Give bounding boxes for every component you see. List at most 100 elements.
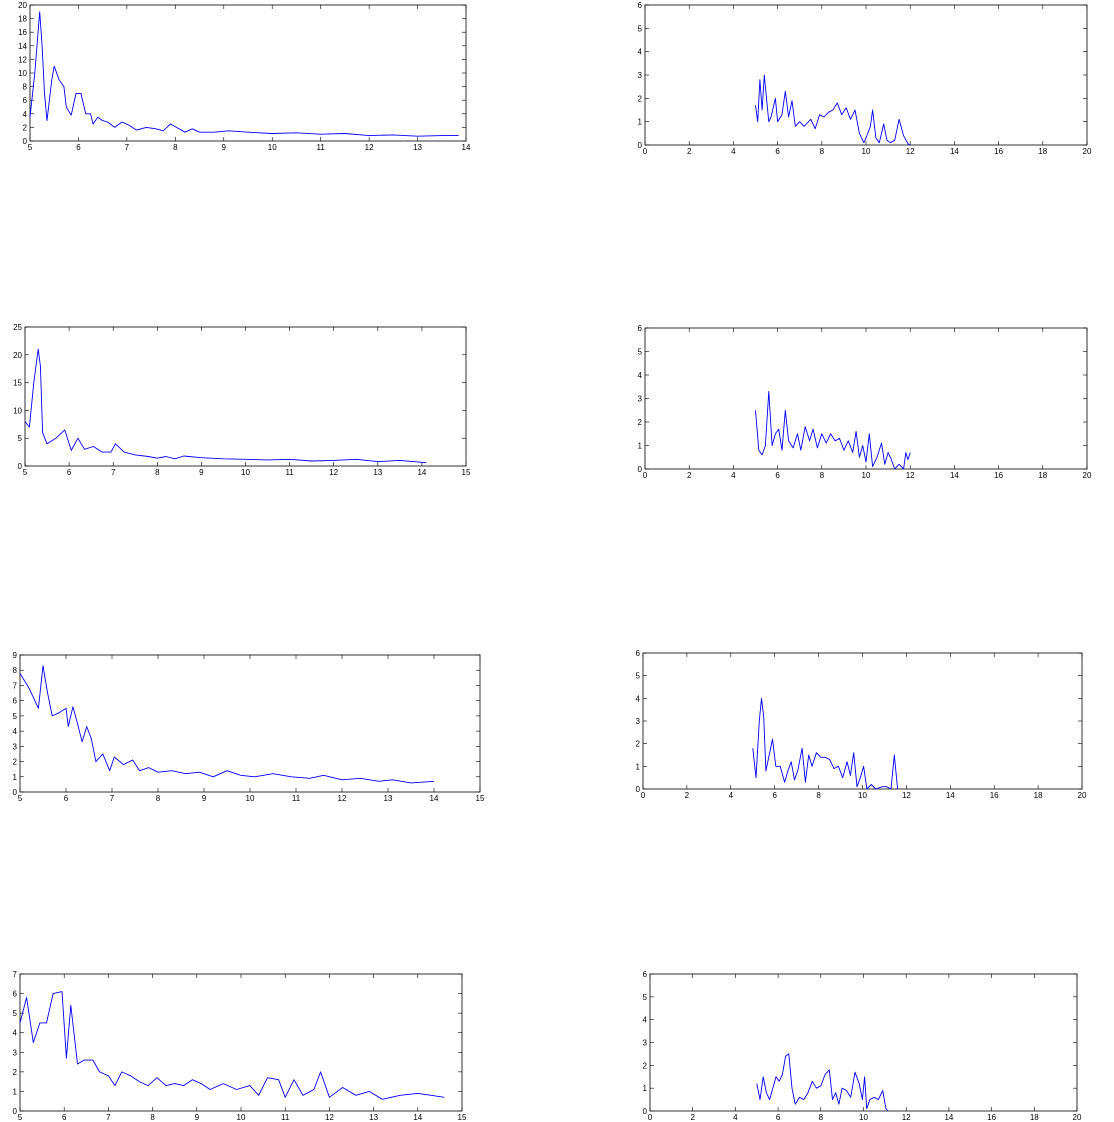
y-tick-label: 6 bbox=[13, 990, 18, 999]
plot-frame bbox=[19, 973, 463, 1112]
x-tick-label: 20 bbox=[1078, 791, 1087, 800]
y-tick-label: 18 bbox=[18, 15, 27, 24]
y-tick-label: 3 bbox=[638, 395, 643, 404]
x-tick-label: 8 bbox=[816, 791, 821, 800]
y-tick-label: 0 bbox=[13, 1107, 18, 1116]
x-tick-label: 5 bbox=[28, 143, 33, 152]
y-tick-label: 2 bbox=[23, 123, 28, 132]
x-tick-label: 10 bbox=[237, 1113, 246, 1122]
y-tick-label: 5 bbox=[13, 712, 18, 721]
x-tick-label: 11 bbox=[285, 468, 294, 477]
y-tick-label: 6 bbox=[636, 649, 641, 658]
y-tick-label: 5 bbox=[18, 434, 23, 443]
plot-frame bbox=[644, 4, 1088, 146]
x-tick-label: 20 bbox=[1083, 471, 1092, 480]
series-line-1 bbox=[24, 348, 427, 464]
y-tick-label: 4 bbox=[638, 48, 643, 57]
x-tick-label: 9 bbox=[202, 794, 207, 803]
x-tick-label: 16 bbox=[990, 791, 999, 800]
y-tick-label: 4 bbox=[23, 110, 28, 119]
x-tick-label: 12 bbox=[906, 147, 915, 156]
y-tick-label: 20 bbox=[18, 1, 27, 10]
x-tick-label: 12 bbox=[325, 1113, 334, 1122]
x-tick-label: 14 bbox=[950, 471, 959, 480]
y-tick-label: 1 bbox=[13, 773, 18, 782]
y-tick-label: 16 bbox=[18, 28, 27, 37]
y-tick-label: 1 bbox=[638, 442, 643, 451]
x-tick-label: 10 bbox=[862, 471, 871, 480]
x-tick-label: 4 bbox=[729, 791, 734, 800]
chart-panel-1: 5 6 7 8 9 10 11 12 13 14 0 2 4 6 8 10 12 14 16 18 20 bbox=[18, 1, 471, 152]
y-tick-label: 2 bbox=[13, 1068, 18, 1077]
x-tick-label: 5 bbox=[18, 794, 23, 803]
x-tick-label: 18 bbox=[1038, 147, 1047, 156]
y-tick-label: 0 bbox=[23, 137, 28, 146]
y-tick-label: 1 bbox=[636, 762, 641, 771]
y-tick-label: 8 bbox=[23, 83, 28, 92]
x-tick-label: 15 bbox=[458, 1113, 467, 1122]
y-tick-label: 6 bbox=[638, 324, 643, 333]
x-tick-label: 11 bbox=[292, 794, 301, 803]
y-tick-label: 7 bbox=[13, 681, 18, 690]
x-tick-label: 10 bbox=[246, 794, 255, 803]
x-tick-label: 11 bbox=[317, 143, 326, 152]
y-tick-label: 0 bbox=[638, 465, 643, 474]
y-tick-label: 9 bbox=[13, 651, 18, 660]
y-tick-label: 0 bbox=[636, 785, 641, 794]
x-tick-label: 15 bbox=[462, 468, 471, 477]
y-tick-label: 3 bbox=[13, 1048, 18, 1057]
y-tick-label: 4 bbox=[636, 694, 641, 703]
x-tick-label: 2 bbox=[687, 147, 692, 156]
x-tick-label: 20 bbox=[1083, 147, 1092, 156]
x-tick-label: 14 bbox=[462, 143, 471, 152]
plot-frame bbox=[29, 4, 467, 142]
x-tick-label: 16 bbox=[987, 1113, 996, 1122]
y-tick-label: 4 bbox=[13, 1029, 18, 1038]
y-tick-label: 2 bbox=[13, 758, 18, 767]
y-tick-label: 2 bbox=[643, 1061, 648, 1070]
y-tick-label: 10 bbox=[13, 406, 22, 415]
y-tick-label: 14 bbox=[18, 42, 27, 51]
x-tick-label: 14 bbox=[413, 1113, 422, 1122]
y-tick-label: 2 bbox=[638, 418, 643, 427]
x-tick-label: 6 bbox=[67, 468, 72, 477]
x-tick-label: 10 bbox=[858, 791, 867, 800]
y-tick-label: 0 bbox=[643, 1107, 648, 1116]
x-tick-label: 13 bbox=[369, 1113, 378, 1122]
x-tick-label: 18 bbox=[1038, 471, 1047, 480]
y-tick-label: 1 bbox=[638, 118, 643, 127]
x-tick-label: 12 bbox=[906, 471, 915, 480]
x-tick-label: 12 bbox=[902, 1113, 911, 1122]
x-tick-label: 18 bbox=[1034, 791, 1043, 800]
x-tick-label: 9 bbox=[199, 468, 204, 477]
y-tick-label: 0 bbox=[18, 462, 23, 471]
y-tick-label: 3 bbox=[13, 742, 18, 751]
y-tick-label: 2 bbox=[638, 94, 643, 103]
y-tick-label: 12 bbox=[18, 55, 27, 64]
y-tick-label: 5 bbox=[636, 672, 641, 681]
x-tick-label: 4 bbox=[731, 471, 736, 480]
x-tick-label: 5 bbox=[18, 1113, 23, 1122]
y-tick-label: 4 bbox=[638, 371, 643, 380]
x-tick-label: 5 bbox=[23, 468, 28, 477]
x-tick-label: 2 bbox=[687, 471, 692, 480]
x-tick-label: 2 bbox=[690, 1113, 695, 1122]
y-tick-label: 10 bbox=[18, 69, 27, 78]
x-tick-label: 6 bbox=[772, 791, 777, 800]
x-tick-label: 4 bbox=[731, 147, 736, 156]
x-tick-label: 7 bbox=[106, 1113, 111, 1122]
x-tick-label: 0 bbox=[648, 1113, 653, 1122]
y-tick-label: 3 bbox=[636, 717, 641, 726]
series-line-1 bbox=[755, 390, 911, 470]
x-tick-label: 6 bbox=[776, 1113, 781, 1122]
x-tick-label: 9 bbox=[222, 143, 227, 152]
